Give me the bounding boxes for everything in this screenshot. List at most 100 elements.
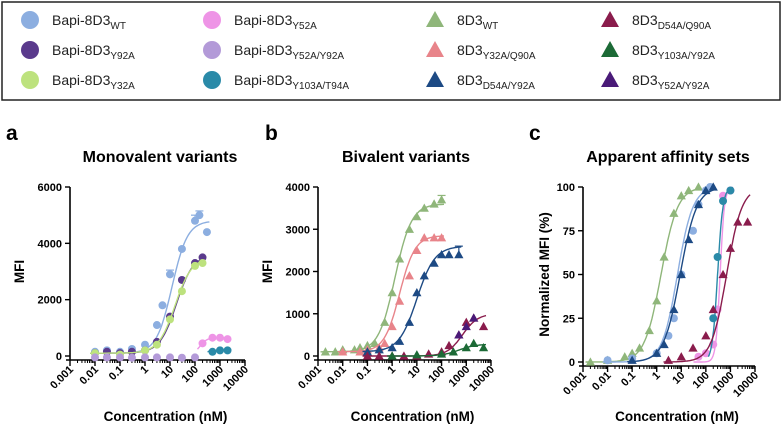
data-point bbox=[469, 338, 479, 348]
y-axis-label: MFI bbox=[260, 260, 275, 283]
data-point bbox=[669, 208, 679, 217]
series bbox=[337, 233, 447, 356]
data-point bbox=[216, 333, 224, 342]
y-tick-label: 0 bbox=[569, 357, 575, 369]
legend-label-base: 8D3 bbox=[632, 12, 658, 28]
data-point bbox=[659, 339, 669, 349]
data-point bbox=[355, 342, 365, 352]
data-point bbox=[444, 250, 454, 259]
legend-item: 8D3D54A/Q90A bbox=[601, 11, 711, 32]
data-point bbox=[448, 347, 458, 356]
data-point bbox=[191, 353, 199, 362]
x-tick-label: 0.01 bbox=[77, 364, 101, 388]
data-point bbox=[634, 343, 645, 352]
fit-curve bbox=[90, 257, 206, 354]
legend-item: 8D3WT bbox=[426, 11, 498, 32]
data-point bbox=[743, 217, 753, 226]
data-point bbox=[701, 185, 711, 195]
data-point bbox=[394, 336, 405, 345]
data-point bbox=[152, 353, 161, 362]
panel-label-b: b bbox=[265, 122, 278, 145]
data-point bbox=[177, 287, 186, 296]
series bbox=[90, 253, 207, 358]
series bbox=[602, 183, 715, 365]
data-point bbox=[216, 346, 224, 355]
series bbox=[454, 313, 479, 339]
legend-item: Bapi-8D3WT bbox=[21, 11, 126, 32]
legend-circle-marker bbox=[21, 41, 39, 59]
data-point bbox=[652, 348, 662, 357]
data-point bbox=[689, 226, 698, 235]
legend-label-sub: Y52A/Y92A bbox=[658, 81, 710, 92]
panel-label-c: c bbox=[529, 122, 541, 145]
legend-circle-marker bbox=[203, 71, 221, 89]
legend-label: 8D3Y52A/Y92A bbox=[632, 72, 710, 92]
y-tick-label: 75 bbox=[563, 226, 575, 238]
data-point bbox=[208, 333, 217, 342]
series bbox=[91, 353, 199, 362]
legend-label: 8D3D54A/Y92A bbox=[457, 72, 535, 92]
data-point bbox=[141, 353, 149, 362]
legend-label-base: 8D3 bbox=[457, 42, 483, 58]
legend-circle-marker bbox=[203, 11, 221, 29]
data-point bbox=[320, 347, 331, 356]
legend-label-base: 8D3 bbox=[632, 72, 658, 88]
x-tick-label: 10 bbox=[159, 364, 176, 381]
fit-curve bbox=[602, 188, 713, 363]
legend-label-sub: Y92A bbox=[110, 51, 135, 62]
data-point bbox=[429, 199, 439, 208]
legend-item: 8D3Y103A/Y92A bbox=[601, 41, 715, 62]
data-point bbox=[627, 355, 637, 364]
data-point bbox=[191, 261, 199, 270]
fit-curve bbox=[663, 194, 751, 363]
series bbox=[362, 245, 464, 356]
data-point bbox=[152, 340, 161, 349]
data-point bbox=[461, 321, 471, 331]
series bbox=[207, 346, 232, 356]
data-point bbox=[127, 353, 136, 362]
panel-c: c Apparent affinity sets 0 25 50 75 100 0.001… bbox=[529, 122, 761, 424]
y-tick-label: 3000 bbox=[286, 224, 310, 236]
data-point bbox=[461, 317, 471, 326]
legend-triangle-marker bbox=[426, 71, 444, 87]
data-point bbox=[627, 348, 637, 357]
data-point bbox=[708, 182, 718, 191]
data-point bbox=[429, 258, 439, 267]
y-tick-label: 25 bbox=[563, 313, 575, 325]
panel-title-c: Apparent affinity sets bbox=[586, 149, 750, 166]
legend-item: 8D3D54A/Y92A bbox=[426, 71, 535, 92]
fit-curve bbox=[90, 221, 210, 354]
data-point bbox=[191, 216, 199, 225]
legend-label: Bapi-8D3WT bbox=[52, 12, 126, 32]
data-point bbox=[676, 269, 686, 279]
x-tick-label: 100 bbox=[180, 364, 201, 385]
data-point bbox=[404, 224, 415, 233]
y-tick-label: 100 bbox=[557, 182, 575, 194]
legend-label-sub: Y52A/Y92A bbox=[292, 51, 344, 62]
series bbox=[387, 338, 489, 360]
legend-label-base: Bapi-8D3 bbox=[52, 12, 111, 28]
legend-label: Bapi-8D3Y52A bbox=[234, 12, 317, 32]
data-point bbox=[195, 211, 204, 220]
x-axis-label: Concentration (nM) bbox=[351, 409, 475, 424]
y-axis-label: MFI bbox=[12, 260, 27, 283]
x-tick-label: 100 bbox=[426, 364, 447, 385]
data-point bbox=[659, 252, 669, 261]
x-tick-label: 0.001 bbox=[48, 364, 76, 392]
data-point bbox=[394, 296, 405, 305]
data-point bbox=[718, 269, 728, 279]
data-point bbox=[436, 233, 447, 242]
data-point bbox=[693, 182, 704, 191]
y-tick-label: 4000 bbox=[286, 182, 310, 194]
legend-label-sub: Y103A/Y92A bbox=[658, 51, 716, 62]
data-point bbox=[454, 330, 464, 339]
data-point bbox=[177, 244, 186, 253]
legend-triangle-marker bbox=[426, 11, 444, 27]
data-point bbox=[693, 199, 704, 209]
legend-label: Bapi-8D3Y32A bbox=[52, 72, 135, 92]
data-point bbox=[166, 315, 174, 324]
data-point bbox=[469, 313, 479, 322]
data-point bbox=[380, 338, 390, 348]
y-tick-label: 0 bbox=[304, 351, 310, 363]
